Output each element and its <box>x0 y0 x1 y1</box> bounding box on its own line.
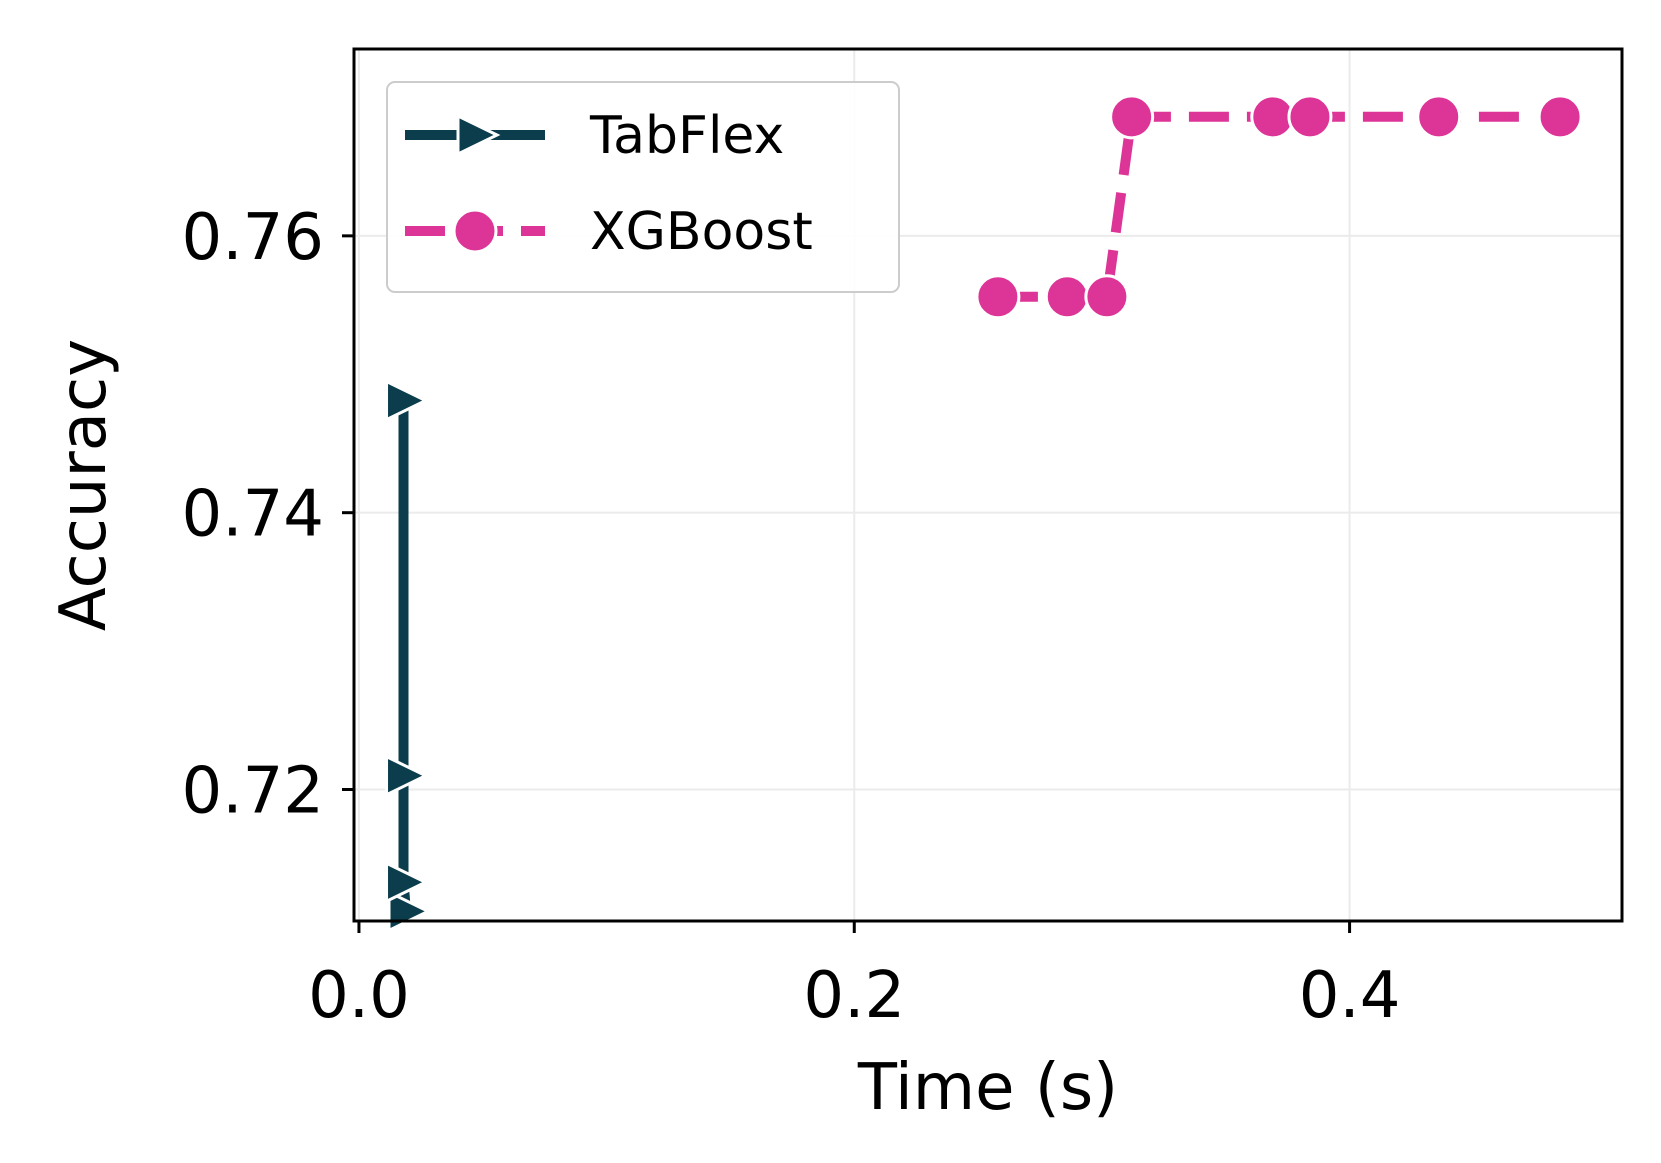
x-axis-label: Time (s) <box>857 1051 1118 1125</box>
legend: TabFlex XGBoost <box>386 81 900 293</box>
x-tick-label: 0.2 <box>803 959 905 1033</box>
legend-item-xgboost: XGBoost <box>405 202 813 262</box>
data-point-xgboost <box>1109 94 1155 140</box>
y-axis-label: Accuracy <box>47 339 121 631</box>
series-xgboost <box>975 94 1583 320</box>
legend-label-xgboost: XGBoost <box>590 202 813 262</box>
x-axis: 0.0 0.2 0.4 <box>308 921 1400 1033</box>
series-line-tabflex <box>398 400 411 912</box>
x-tick-label: 0.4 <box>1299 959 1401 1033</box>
data-point-xgboost <box>1084 274 1130 320</box>
y-axis: 0.72 0.74 0.76 <box>182 201 354 829</box>
data-point-xgboost <box>1537 94 1583 140</box>
data-point-xgboost <box>1287 94 1333 140</box>
data-point-xgboost <box>975 274 1021 320</box>
y-tick-label: 0.76 <box>182 201 325 275</box>
legend-item-tabflex: TabFlex <box>405 106 784 166</box>
series-tabflex <box>385 379 432 933</box>
x-tick-label: 0.0 <box>308 959 410 1033</box>
data-point-tabflex <box>385 379 429 422</box>
data-point-xgboost <box>1044 274 1090 320</box>
plot-frame <box>352 47 1624 923</box>
data-point-xgboost <box>1416 94 1462 140</box>
data-point-tabflex <box>385 860 429 904</box>
legend-label-tabflex: TabFlex <box>589 106 784 166</box>
data-point-tabflex <box>385 754 429 798</box>
y-tick-label: 0.72 <box>182 755 325 829</box>
y-tick-label: 0.74 <box>182 478 325 552</box>
plot-area <box>385 94 1583 933</box>
legend-marker-tabflex <box>456 113 501 157</box>
legend-marker-xgboost <box>452 208 498 254</box>
series-line-xgboost <box>997 111 1561 302</box>
